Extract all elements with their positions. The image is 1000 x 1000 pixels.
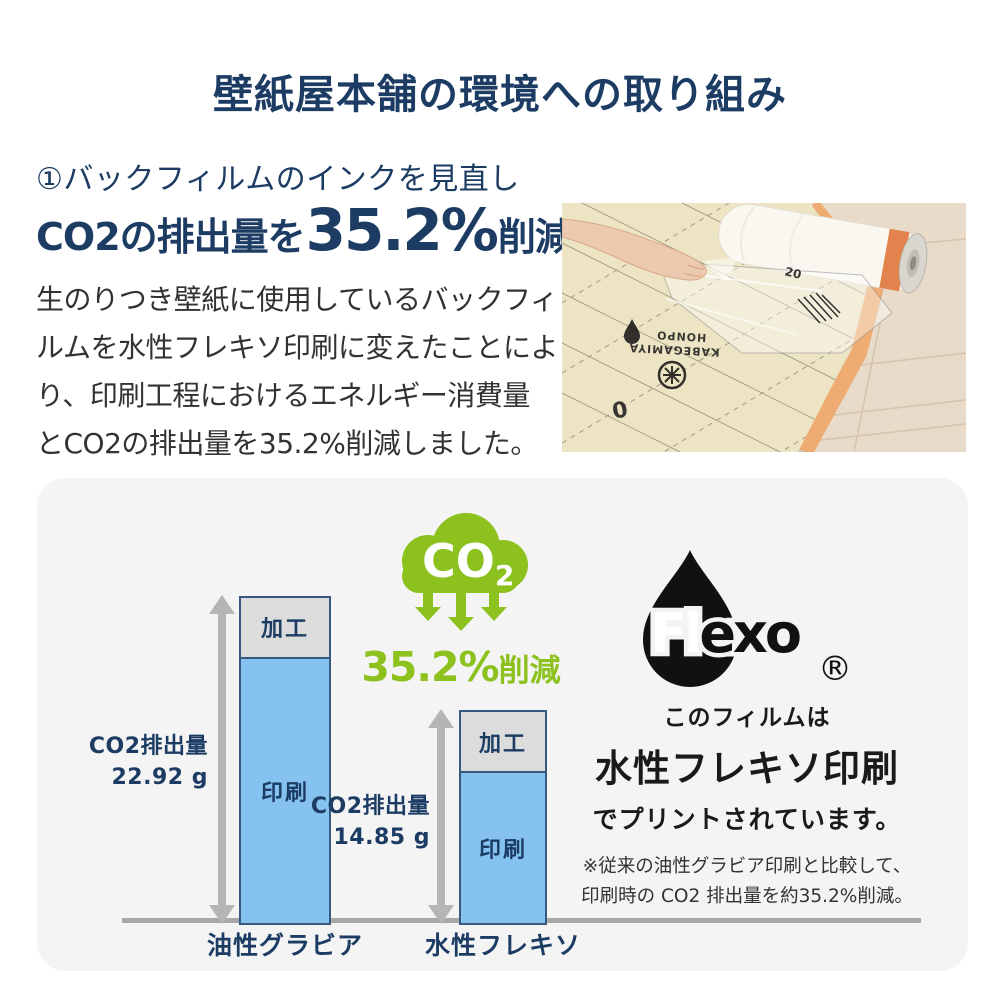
co2-total-value: 14.85 g — [333, 824, 430, 850]
cloud-co-text: CO — [422, 534, 495, 588]
roll-orange-band — [879, 228, 910, 292]
co2-total-flexo: CO2排出量 14.85 g — [311, 792, 430, 854]
flexo-text-fl: Fl — [650, 602, 699, 665]
flexo-line3: でプリントされています。 — [592, 805, 902, 834]
bar-segment-processing: 加工 — [241, 597, 329, 659]
finger-lines — [683, 264, 705, 277]
reduction-percent-line: 35.2% 削減 — [361, 643, 560, 691]
hand — [562, 218, 707, 281]
cloud-sub2-text: 2 — [495, 559, 514, 592]
bar-segment-processing: 加工 — [461, 712, 545, 774]
ruler-number-0: 0 — [610, 397, 630, 425]
co2-total-label: CO2排出量 — [310, 794, 430, 819]
co2-reduction-badge: CO2 35.2% 削減 — [361, 503, 561, 691]
film-printed-marks: KABEGAMIYA HONPO 20 0 — [610, 264, 841, 425]
film-brand-line1: KABEGAMIYA — [628, 341, 720, 359]
film-corner-highlight — [702, 257, 738, 281]
co2-total-gravure: CO2排出量 22.92 g — [89, 732, 208, 794]
measure-arrow-gravure — [208, 594, 236, 924]
film-hatch-marks — [797, 292, 841, 324]
measure-arrow-flexo — [427, 709, 455, 924]
co2-total-value: 22.92 g — [111, 764, 208, 790]
reduction-suffix: 削減 — [498, 653, 561, 689]
svg-text:CO2: CO2 — [422, 534, 514, 592]
flexo-logo: Flexo ® — [643, 550, 852, 689]
flexo-line2: 水性フレキソ印刷 — [595, 747, 899, 790]
arrow-up-icon — [428, 709, 454, 729]
co2-reduction-headline: CO2の排出量を 35.2% 削減 — [36, 196, 573, 264]
body-paragraph: 生のりつき壁紙に使用しているバックフィ ルムを水性フレキソ印刷に変えたことによ … — [36, 276, 560, 468]
film-droplet-mark — [624, 319, 640, 344]
bar-flexo: 加工 印刷 — [459, 710, 547, 925]
clear-film — [657, 260, 893, 354]
bar-segment-printing: 印刷 — [241, 658, 329, 923]
flexo-description: このフィルムは 水性フレキソ印刷 でプリントされています。 ※従来の油性グラビア… — [567, 698, 927, 911]
body-line: とCO2の排出量を35.2%削減しました。 — [36, 427, 538, 460]
arrow-up-icon — [209, 594, 235, 614]
section-heading: ①バックフィルムのインクを見直し — [36, 162, 520, 197]
ruler-number-20: 20 — [783, 264, 803, 282]
category-label-flexo: 水性フレキソ — [424, 931, 581, 960]
footnote-line: 印刷時の CO2 排出量を約35.2%削減。 — [581, 885, 913, 907]
headline-percent: 35.2% — [305, 196, 499, 264]
headline-prefix: CO2の排出量を — [36, 215, 306, 259]
body-line: ルムを水性フレキソ印刷に変えたことによ — [36, 331, 558, 364]
category-label-gravure: 油性グラビア — [206, 931, 363, 960]
footnote-line: ※従来の油性グラビア印刷と比較して、 — [582, 856, 912, 877]
arrow-down-icon — [428, 905, 454, 924]
co2-cloud-icon: CO2 — [402, 513, 528, 631]
comparison-panel: 加工 印刷 CO2排出量 22.92 g 油性グラビア 加工 印刷 CO2排出量… — [37, 478, 968, 971]
film-brand-line2: HONPO — [656, 328, 707, 344]
headline-suffix: 削減 — [497, 215, 573, 259]
flexo-line1: このフィルムは — [663, 705, 831, 731]
wallpaper-roll — [718, 203, 928, 294]
film-emblem-circle — [657, 360, 687, 390]
reduction-percent: 35.2% — [361, 643, 499, 691]
flexo-text-exo: exo — [699, 602, 799, 665]
body-line: 生のりつき壁紙に使用しているバックフィ — [36, 283, 558, 316]
body-line: り、印刷工程におけるエネルギー消費量 — [36, 379, 530, 412]
flexo-footnote: ※従来の油性グラビア印刷と比較して、 印刷時の CO2 排出量を約35.2%削減… — [567, 852, 927, 911]
svg-text:Flexo: Flexo — [650, 602, 800, 665]
product-photo: KABEGAMIYA HONPO 20 0 — [562, 203, 966, 452]
page-title: 壁紙屋本舗の環境への取り組み — [213, 72, 787, 118]
bar-segment-printing: 印刷 — [461, 773, 545, 923]
flexo-droplet-icon — [643, 550, 737, 688]
registered-trademark-icon: ® — [818, 649, 852, 689]
bar-gravure: 加工 印刷 — [239, 595, 331, 925]
arrow-down-icon — [209, 905, 235, 924]
co2-total-label: CO2排出量 — [88, 734, 208, 759]
